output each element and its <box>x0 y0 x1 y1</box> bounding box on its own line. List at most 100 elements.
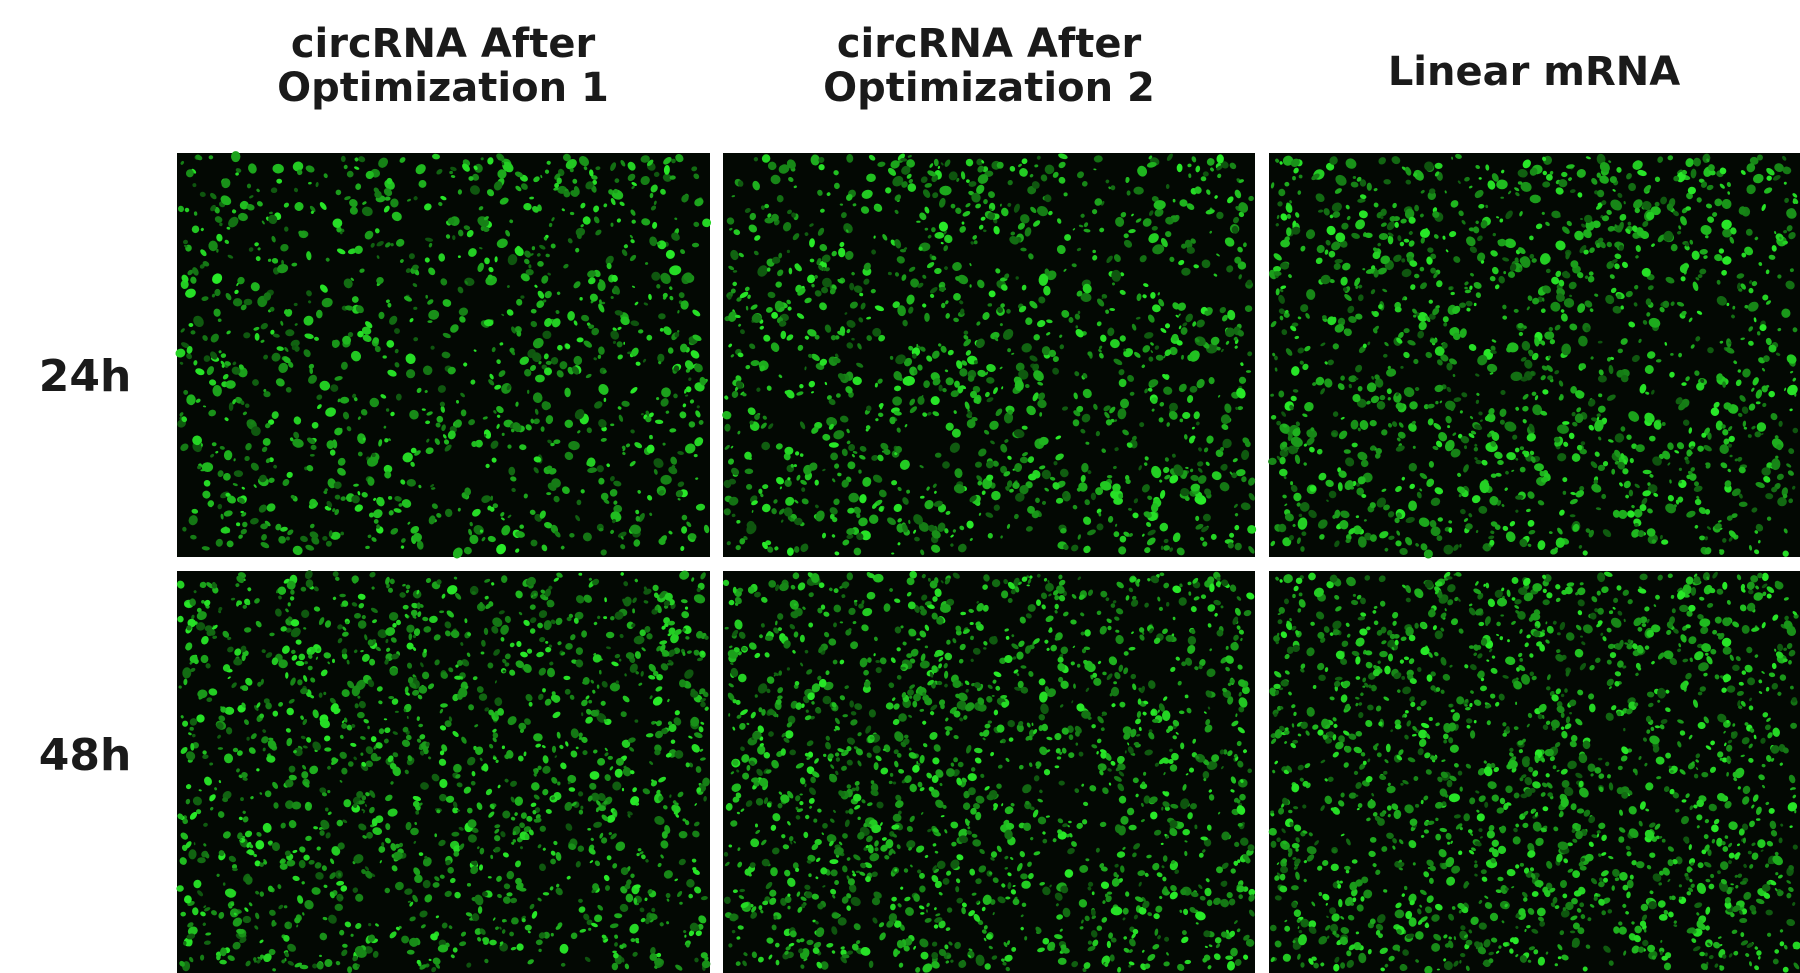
fluorescent-cell <box>398 503 403 507</box>
fluorescent-cell <box>671 464 676 469</box>
fluorescent-cell <box>702 218 712 228</box>
fluorescent-cell <box>347 248 357 255</box>
fluorescent-cell <box>231 366 241 375</box>
fluorescent-cell <box>670 456 678 465</box>
fluorescent-cell <box>362 201 367 205</box>
fluorescent-cell <box>232 361 237 366</box>
fluorescent-cell <box>292 161 304 172</box>
fluorescent-cell <box>1562 421 1570 425</box>
fluorescent-cell <box>523 493 528 499</box>
fluorescent-cell <box>613 504 623 513</box>
fluorescent-cell <box>598 477 605 485</box>
fluorescent-cell <box>358 156 366 163</box>
microscopy-image <box>176 570 711 973</box>
fluorescent-cell <box>340 496 346 501</box>
fluorescent-cell <box>321 297 333 308</box>
fluorescent-cell <box>431 487 436 490</box>
fluorescent-cell <box>432 153 440 160</box>
fluorescent-cell <box>436 169 443 175</box>
fluorescent-cell <box>418 179 427 188</box>
fluorescent-cell <box>487 157 494 165</box>
fluorescent-cell <box>409 409 419 420</box>
fluorescent-cell <box>520 273 530 282</box>
fluorescent-cell <box>653 200 657 205</box>
fluorescent-cell <box>253 326 260 331</box>
fluorescent-cell <box>550 243 556 249</box>
fluorescent-cell <box>208 155 214 160</box>
fluorescent-cell <box>525 268 534 276</box>
fluorescent-cell <box>1286 227 1292 237</box>
fluorescent-cell <box>201 296 209 301</box>
fluorescent-cell <box>349 206 358 215</box>
fluorescent-cell <box>239 200 249 210</box>
fluorescent-cell <box>283 905 288 909</box>
fluorescent-cell <box>658 313 666 320</box>
fluorescent-cell <box>415 164 426 175</box>
fluorescent-cell <box>573 320 578 326</box>
fluorescent-cell <box>506 309 514 316</box>
fluorescent-cell <box>490 495 494 501</box>
fluorescent-cell <box>241 486 245 490</box>
fluorescent-cell <box>186 394 196 406</box>
fluorescent-cell <box>197 465 202 470</box>
fluorescent-cell <box>252 379 259 386</box>
fluorescent-cell <box>232 298 243 307</box>
fluorescent-cell <box>630 320 640 327</box>
fluorescent-cell <box>678 292 685 299</box>
fluorescent-cell <box>177 205 185 213</box>
fluorescent-cell <box>201 546 210 551</box>
fluorescent-cell <box>488 379 495 386</box>
fluorescent-cell <box>612 340 617 345</box>
fluorescent-cell <box>384 196 391 201</box>
fluorescent-cell <box>638 329 644 334</box>
fluorescent-cell <box>581 314 590 322</box>
fluorescent-cell <box>354 166 360 170</box>
fluorescent-cell <box>1490 473 1497 478</box>
fluorescent-cell <box>565 159 577 170</box>
fluorescent-cell <box>428 242 433 248</box>
fluorescent-cell <box>346 426 352 432</box>
fluorescent-cell <box>310 444 317 451</box>
fluorescent-cell <box>385 299 390 303</box>
fluorescent-cell <box>1434 162 1443 170</box>
fluorescent-cell <box>695 410 701 418</box>
fluorescent-cell <box>243 298 253 306</box>
fluorescent-cell <box>536 253 541 257</box>
fluorescent-cell <box>396 238 405 247</box>
fluorescent-cell <box>643 302 649 306</box>
fluorescent-cell <box>409 318 414 323</box>
fluorescent-cell <box>533 733 543 742</box>
fluorescent-cell <box>285 536 290 541</box>
fluorescent-cell <box>440 405 445 413</box>
fluorescent-cell <box>428 309 440 320</box>
fluorescent-cell <box>575 515 581 522</box>
fluorescent-cell <box>441 424 446 432</box>
fluorescent-cell <box>620 544 626 550</box>
fluorescent-cell <box>686 521 692 528</box>
fluorescent-cell <box>582 532 592 542</box>
fluorescent-cell <box>373 509 383 519</box>
fluorescent-cell <box>520 183 528 190</box>
fluorescent-cell <box>393 508 402 513</box>
fluorescent-cell <box>200 227 204 232</box>
fluorescent-cell <box>580 489 585 494</box>
fluorescent-cell <box>1408 500 1417 512</box>
fluorescent-cell <box>546 492 552 496</box>
fluorescent-cell <box>210 453 215 458</box>
fluorescent-cell <box>1072 419 1080 427</box>
fluorescent-cell <box>916 220 921 223</box>
fluorescent-cell <box>477 262 484 273</box>
fluorescent-cell <box>511 326 516 334</box>
fluorescent-cell <box>659 327 664 332</box>
fluorescent-cell <box>472 508 481 517</box>
fluorescent-cell <box>610 295 614 300</box>
fluorescent-cell <box>491 347 496 353</box>
fluorescent-cell <box>579 156 589 167</box>
fluorescent-cell <box>434 438 440 445</box>
fluorescent-cell <box>238 364 244 370</box>
fluorescent-cell <box>270 329 275 335</box>
microscopy-image <box>722 153 1257 557</box>
fluorescent-cell <box>188 323 194 327</box>
fluorescent-cell <box>186 353 193 360</box>
fluorescent-cell <box>442 434 447 439</box>
